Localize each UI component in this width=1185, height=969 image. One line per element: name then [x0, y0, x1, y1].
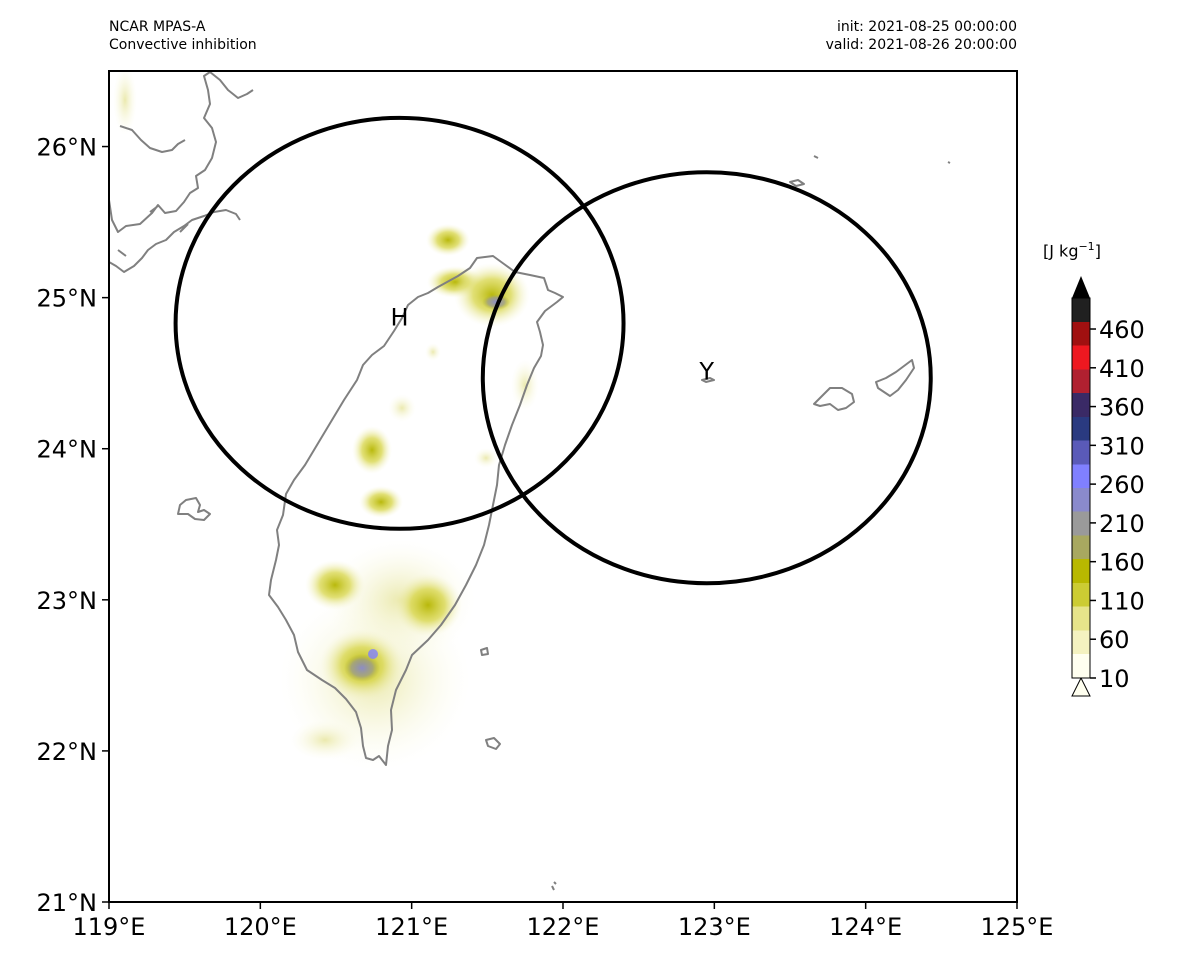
y-tick-label: 25°N: [37, 285, 98, 313]
x-tick-label: 121°E: [375, 913, 448, 941]
colorbar-tick-label: 410: [1099, 355, 1145, 383]
yonaguni-island: [813, 387, 855, 411]
time-block: init: 2021-08-25 00:00:00 valid: 2021-08…: [717, 18, 1017, 54]
title-block: NCAR MPAS-A Convective inhibition: [109, 18, 257, 54]
colorbar-body: [1071, 297, 1091, 679]
islet-4: [947, 161, 951, 164]
range-circles: [173, 115, 933, 586]
coastlines: [109, 71, 951, 891]
y-tick-label: 22°N: [37, 738, 98, 766]
penghu-islands: [177, 497, 211, 521]
valid-time: valid: 2021-08-26 20:00:00: [825, 37, 1017, 53]
colorbar-tick-label: 110: [1099, 587, 1145, 615]
x-tick-label: 124°E: [829, 913, 902, 941]
x-tick-label: 119°E: [73, 913, 146, 941]
x-tick-label: 122°E: [527, 913, 600, 941]
colorbar-tick-label: 210: [1099, 510, 1145, 538]
circle-y: [480, 170, 933, 586]
y-tick-label: 26°N: [37, 134, 98, 162]
colorbar-tick-label: 260: [1099, 471, 1145, 499]
green-island: [480, 647, 489, 656]
iriomote-island: [875, 359, 915, 397]
x-tick-label: 120°E: [224, 913, 297, 941]
y-axis: 21°N 22°N 23°N 24°N 25°N 26°N: [37, 134, 109, 917]
map-area: [109, 71, 1017, 902]
mainland-coast: [109, 71, 254, 273]
station-label-y: Y: [698, 358, 714, 386]
station-label-h: H: [391, 303, 409, 331]
field-name: Convective inhibition: [109, 37, 257, 53]
islet-2: [789, 179, 805, 187]
colorbar-ticks: 10 60 110 160 210 260 310 360 410 460: [1090, 316, 1145, 693]
orchid-island: [485, 737, 501, 750]
x-axis: 119°E 120°E 121°E 122°E 123°E 124°E 125°E: [73, 902, 1054, 941]
colorbar-under-arrow: [1071, 676, 1091, 697]
y-tick-label: 21°N: [37, 889, 98, 917]
taiwan-coastline: [268, 255, 564, 766]
circle-h: [173, 115, 626, 531]
islet-3: [813, 155, 819, 159]
colorbar-over-arrow: [1072, 276, 1090, 298]
x-tick-label: 123°E: [678, 913, 751, 941]
colorbar-tick-label: 360: [1099, 394, 1145, 422]
model-name: NCAR MPAS-A: [109, 19, 206, 35]
map-content: H Y: [109, 71, 951, 891]
colorbar-tick-label: 310: [1099, 432, 1145, 460]
init-time: init: 2021-08-25 00:00:00: [837, 19, 1017, 35]
islet-1: [701, 377, 715, 383]
x-tick-label: 125°E: [981, 913, 1054, 941]
colorbar-tick-label: 160: [1099, 549, 1145, 577]
cin-shading: [113, 71, 539, 770]
y-tick-label: 24°N: [37, 436, 98, 464]
colorbar-tick-label: 10: [1099, 665, 1130, 693]
colorbar-tick-label: 460: [1099, 316, 1145, 344]
colorbar: 10 60 110 160 210 260 310 360 410 460: [1071, 276, 1145, 697]
islet-5: [551, 881, 557, 891]
colorbar-tick-label: 60: [1099, 626, 1130, 654]
y-tick-label: 23°N: [37, 587, 98, 615]
colorbar-units: [J kg−1]: [1043, 240, 1101, 261]
